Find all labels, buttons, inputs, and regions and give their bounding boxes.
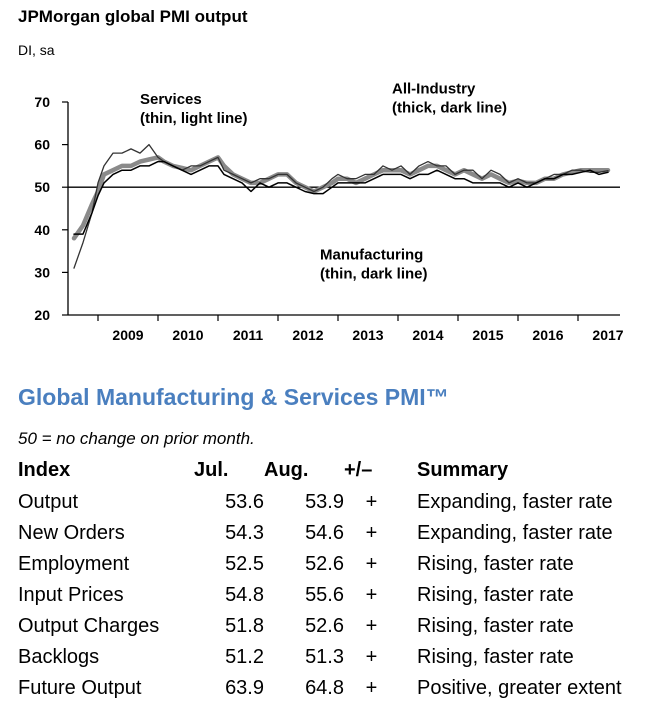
chart-annotation: Services [140,91,202,108]
cell-index: Input Prices [18,584,124,606]
table-row: Output 53.6 53.9 + Expanding, faster rat… [12,487,622,518]
cell-jul: 51.2 [225,646,264,668]
cell-index: Backlogs [18,646,100,668]
cell-index: Output [18,491,79,513]
header-index: Index [18,458,71,481]
x-tick-label: 2015 [472,327,503,343]
chart-annotation: Manufacturing [320,247,423,264]
x-tick-label: 2011 [233,327,264,343]
cell-aug: 54.6 [305,522,344,544]
cell-jul: 54.3 [225,522,264,544]
header-summary: Summary [417,458,509,481]
series-line-services-thin-light [73,143,609,269]
cell-summary: Rising, faster rate [417,584,574,606]
cell-summary: Rising, faster rate [417,553,574,575]
cell-index: Future Output [18,677,142,699]
pmi-line-chart: 20 30 40 50 60 70 2009 2010 2011 2012 2013 2014 2015… [34,80,623,343]
table-row: New Orders 54.3 54.6 + Expanding, faster… [12,518,622,549]
table-header-row: Index Jul. Aug. +/– Summary [12,456,622,487]
chart-annotation: (thick, dark line) [392,99,507,116]
table-row: Employment 52.5 52.6 + Rising, faster ra… [12,549,622,580]
cell-change: + [365,584,378,606]
cell-jul: 63.9 [225,677,264,699]
header-jul: Jul. [194,458,229,481]
cell-summary: Rising, faster rate [417,615,574,637]
cell-aug: 52.6 [305,553,344,575]
y-tick-label: 50 [34,179,50,195]
cell-summary: Expanding, faster rate [417,491,613,513]
x-tick-label: 2010 [172,327,203,343]
section-note: 50 = no change on prior month. [18,429,255,448]
cell-jul: 52.5 [225,553,264,575]
chart-annotation: (thin, dark line) [320,266,428,283]
chart-title: JPMorgan global PMI output [18,7,248,26]
y-tick-label: 30 [34,264,50,280]
chart-annotation: All-Industry [392,80,476,97]
table-row: Backlogs 51.2 51.3 + Rising, faster rate [12,642,622,673]
cell-change: + [365,677,378,699]
cell-summary: Rising, faster rate [417,646,574,668]
table-row: Input Prices 54.8 55.6 + Rising, faster … [12,580,622,611]
table-row: Output Charges 51.8 52.6 + Rising, faste… [12,611,622,642]
cell-change: + [365,491,378,513]
cell-jul: 53.6 [225,491,264,513]
cell-index: New Orders [18,522,125,544]
series-line-all-industry-thick-gray [71,155,611,241]
cell-aug: 53.9 [305,491,344,513]
cell-index: Employment [18,553,130,575]
cell-summary: Expanding, faster rate [417,522,613,544]
table-row: Future Output 63.9 64.8 + Positive, grea… [12,673,622,704]
y-tick-label: 40 [34,222,50,238]
cell-change: + [365,646,378,668]
cell-change: + [365,522,378,544]
cell-jul: 54.8 [225,584,264,606]
pmi-table: Index Jul. Aug. +/– Summary Output 53.6 … [12,456,622,704]
cell-aug: 51.3 [305,646,344,668]
cell-jul: 51.8 [225,615,264,637]
chart-annotation: (thin, light line) [140,110,247,127]
section-title: Global Manufacturing & Services PMI™ [18,384,449,410]
y-tick-label: 70 [34,94,50,110]
x-tick-label: 2017 [592,327,623,343]
header-change: +/– [344,458,373,481]
cell-change: + [365,553,378,575]
y-tick-label: 20 [34,307,50,323]
cell-aug: 52.6 [305,615,344,637]
x-tick-label: 2013 [352,327,383,343]
cell-change: + [365,615,378,637]
cell-index: Output Charges [18,615,160,637]
chart-y-unit-label: DI, sa [18,42,55,58]
cell-summary: Positive, greater extent [417,677,622,699]
series-line-manufacturing-thin-dark [73,160,609,235]
x-tick-label: 2012 [292,327,323,343]
x-tick-label: 2014 [412,327,443,343]
y-tick-label: 60 [34,137,50,153]
cell-aug: 55.6 [305,584,344,606]
x-tick-label: 2009 [112,327,143,343]
header-aug: Aug. [264,458,309,481]
cell-aug: 64.8 [305,677,344,699]
x-tick-label: 2016 [532,327,563,343]
